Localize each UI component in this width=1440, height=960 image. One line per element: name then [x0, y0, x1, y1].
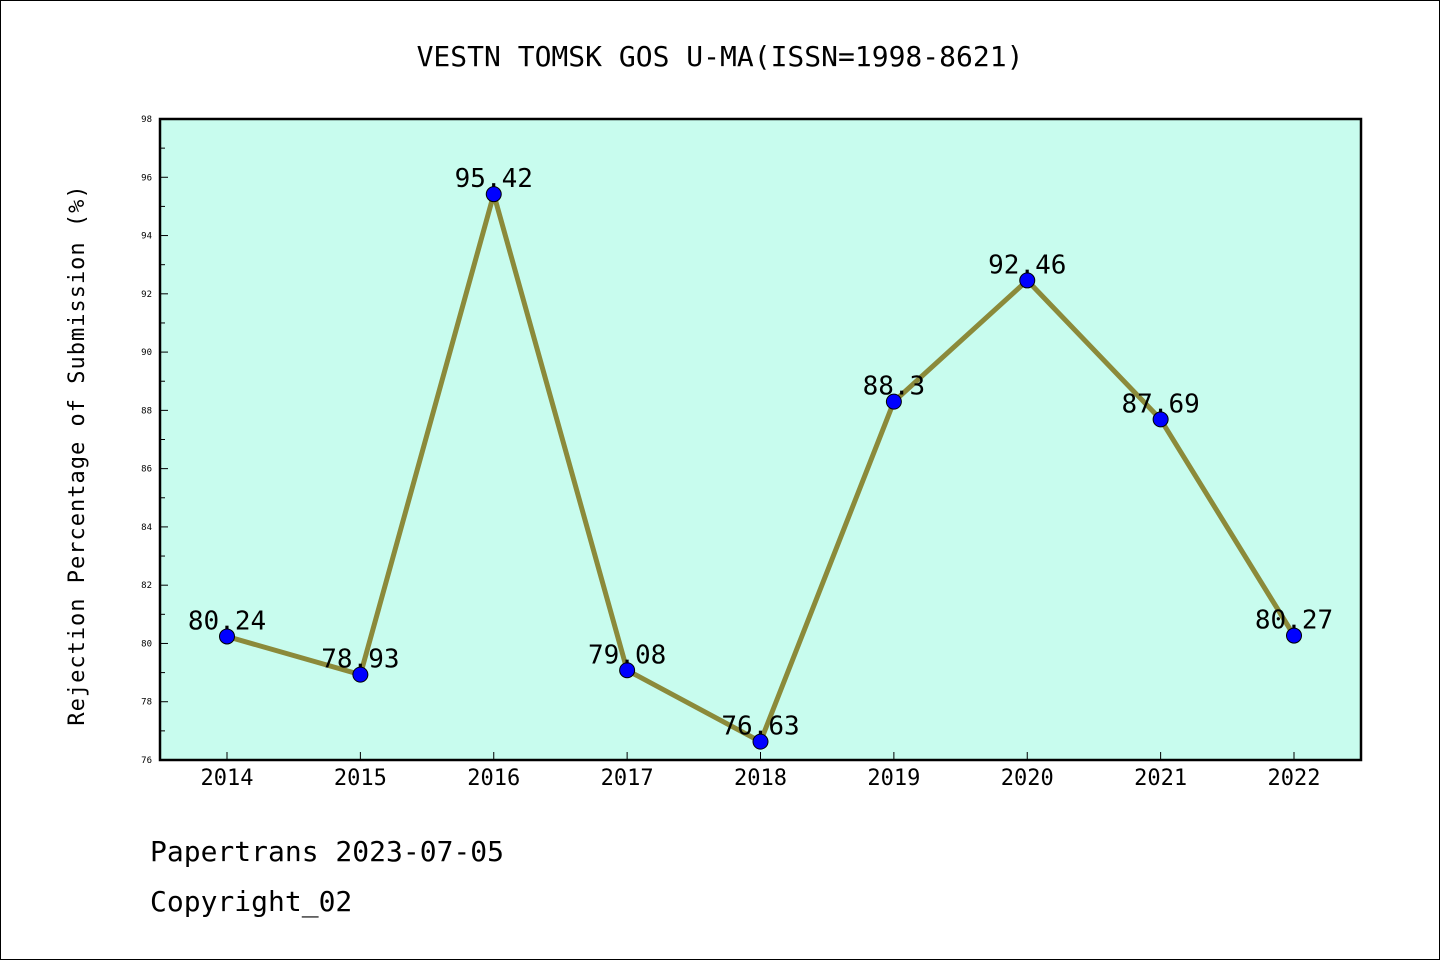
footer-copyright: Copyright_02	[150, 885, 353, 918]
y-tick-label: 80	[141, 639, 152, 649]
data-label-group: 80.24 78.93 95.42 79.08 76.63 88.3 92.46 87.69 8…	[188, 164, 1333, 741]
y-tick-label: 92	[141, 290, 152, 300]
y-tick-label: 88	[141, 406, 152, 416]
data-label: 79.08	[588, 640, 666, 670]
y-tick-label: 98	[141, 115, 152, 125]
marker-group	[219, 186, 1302, 750]
y-axis-label: Rejection Percentage of Submission (%)	[65, 184, 90, 725]
data-point-marker	[1286, 627, 1302, 644]
data-label: 80.24	[188, 606, 266, 636]
x-tick-label: 2014	[201, 766, 254, 791]
data-point-marker	[1152, 411, 1169, 428]
chart-title: VESTN TOMSK GOS U-MA(ISSN=1998-8621)	[417, 40, 1024, 73]
plot-area	[160, 119, 1361, 760]
y-tick-label: 84	[141, 523, 152, 533]
y-tick-label: 82	[141, 581, 152, 591]
data-label: 78.93	[321, 645, 399, 675]
data-label: 88.3	[863, 372, 926, 402]
data-point-marker	[752, 733, 769, 750]
data-label: 87.69	[1121, 389, 1199, 419]
data-point-marker	[1019, 272, 1036, 289]
data-label: 76.63	[721, 712, 799, 742]
data-label: 92.46	[988, 250, 1066, 280]
x-tick-label: 2015	[334, 766, 387, 791]
data-label: 95.42	[455, 164, 533, 194]
x-tick-label: 2020	[1001, 766, 1054, 791]
x-tick-label: 2016	[467, 766, 520, 791]
y-tick-label: 78	[141, 698, 152, 708]
x-tick-label: 2022	[1268, 766, 1321, 791]
data-point-marker	[352, 666, 369, 683]
x-axis: 2014 2015 2016 2017 2018 2019 2020 2021 2022	[201, 752, 1321, 791]
data-point-marker	[219, 628, 235, 645]
y-tick-label: 96	[141, 173, 152, 183]
y-tick-label: 94	[141, 232, 152, 242]
y-tick-label: 90	[141, 348, 152, 358]
data-point-marker	[619, 662, 636, 679]
data-point-marker	[485, 186, 502, 203]
x-tick-label: 2017	[601, 766, 654, 791]
footer-date: Papertrans 2023-07-05	[150, 835, 505, 868]
x-tick-label: 2018	[734, 766, 787, 791]
data-label: 80.27	[1255, 606, 1333, 636]
data-point-marker	[885, 393, 902, 410]
y-tick-label: 76	[141, 756, 152, 766]
y-tick-label: 86	[141, 465, 152, 475]
plot-border	[158, 117, 1363, 762]
x-tick-label: 2019	[867, 766, 920, 791]
x-tick-label: 2021	[1134, 766, 1187, 791]
